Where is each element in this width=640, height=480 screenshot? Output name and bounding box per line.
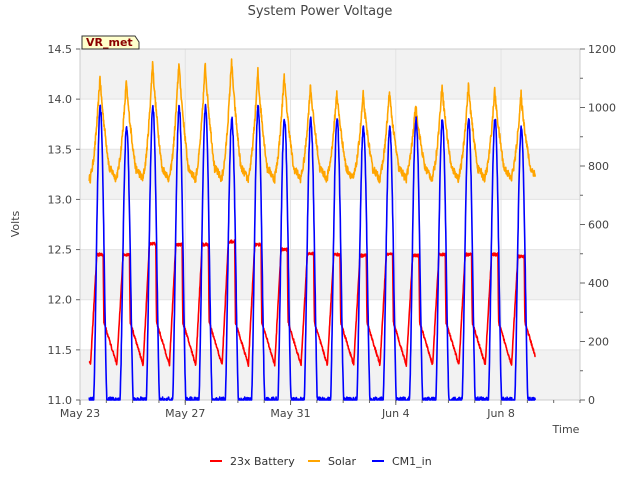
x-ticks: May 23 May 27 May 31 Jun 4 Jun 8 bbox=[60, 400, 581, 420]
legend-label: Solar bbox=[328, 455, 357, 468]
series-solar-line bbox=[88, 58, 537, 184]
x-tick-label: May 23 bbox=[60, 407, 100, 420]
background-band bbox=[80, 349, 580, 400]
legend: 23x Battery Solar CM1_in bbox=[210, 455, 432, 468]
right-tick-label: 1000 bbox=[588, 102, 616, 115]
right-tick-label: 800 bbox=[588, 160, 609, 173]
vr-met-badge-label: VR_met bbox=[86, 36, 133, 49]
left-tick-label: 12.0 bbox=[48, 294, 73, 307]
right-tick-label: 1200 bbox=[588, 43, 616, 56]
left-tick-label: 12.5 bbox=[48, 244, 73, 257]
right-y-ticks: 0 200 400 600 800 1000 1200 bbox=[580, 43, 616, 407]
vr-met-badge: VR_met bbox=[81, 35, 140, 50]
left-tick-label: 14.0 bbox=[48, 93, 73, 106]
left-tick-label: 13.0 bbox=[48, 193, 73, 206]
left-tick-label: 11.0 bbox=[48, 394, 73, 407]
background-band bbox=[80, 249, 580, 300]
x-tick-label: Jun 4 bbox=[381, 407, 410, 420]
chart-title: System Power Voltage bbox=[248, 4, 393, 19]
x-tick-label: Jun 8 bbox=[486, 407, 515, 420]
left-tick-label: 11.5 bbox=[48, 344, 73, 357]
legend-label: CM1_in bbox=[392, 455, 432, 468]
x-axis-label: Time bbox=[552, 423, 580, 436]
left-tick-label: 13.5 bbox=[48, 143, 73, 156]
x-tick-label: May 27 bbox=[165, 407, 205, 420]
background-band bbox=[80, 49, 580, 100]
right-tick-label: 400 bbox=[588, 277, 609, 290]
series-23x-battery-line bbox=[88, 239, 536, 367]
series-cm1-in-line bbox=[88, 103, 537, 401]
series-group bbox=[88, 58, 537, 401]
right-tick-label: 200 bbox=[588, 336, 609, 349]
legend-label: 23x Battery bbox=[230, 455, 295, 468]
right-tick-label: 0 bbox=[588, 394, 595, 407]
left-y-ticks: 11.0 11.5 12.0 12.5 13.0 13.5 14.0 14.5 bbox=[48, 43, 80, 407]
x-tick-label: May 31 bbox=[270, 407, 310, 420]
left-tick-label: 14.5 bbox=[48, 43, 73, 56]
right-tick-label: 600 bbox=[588, 219, 609, 232]
y-axis-label: Volts bbox=[9, 210, 22, 237]
